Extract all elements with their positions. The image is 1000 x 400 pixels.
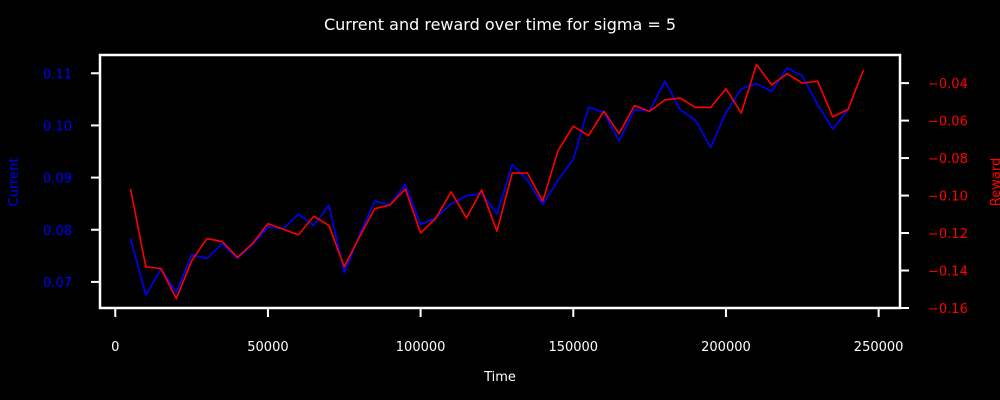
plot-frame — [98, 53, 902, 310]
y-left-tick-label: 0.09 — [43, 172, 72, 187]
x-tick-label: 50000 — [247, 340, 288, 355]
x-tick-label: 250000 — [854, 340, 904, 355]
x-axis: 0 50000 100000 150000 200000 250000 — [111, 308, 903, 355]
y-left-tick-label: 0.08 — [43, 224, 72, 239]
x-tick-label: 0 — [111, 340, 119, 355]
series-line-reward — [129, 63, 865, 300]
y-left-tick-label: 0.10 — [43, 119, 72, 134]
y-axis-right-label: Reward — [989, 158, 1000, 206]
y-right-tick-label: −0.06 — [928, 115, 968, 130]
y-axis-left: 0.07 0.08 0.09 0.10 0.11 — [43, 67, 100, 291]
x-tick-label: 200000 — [701, 340, 751, 355]
y-right-tick-label: −0.14 — [928, 265, 968, 280]
x-tick-label: 150000 — [548, 340, 598, 355]
x-tick-label: 100000 — [396, 340, 446, 355]
y-right-tick-label: −0.04 — [928, 77, 968, 92]
y-left-tick-label: 0.07 — [43, 276, 72, 291]
y-right-tick-label: −0.10 — [928, 190, 968, 205]
y-axis-left-label: Current — [7, 158, 22, 207]
y-right-tick-label: −0.16 — [928, 302, 968, 317]
y-right-tick-label: −0.08 — [928, 152, 968, 167]
chart-title: Current and reward over time for sigma =… — [324, 15, 676, 34]
y-axis-right: −0.16 −0.14 −0.12 −0.10 −0.08 −0.06 −0.04 — [900, 77, 968, 317]
y-right-tick-label: −0.12 — [928, 227, 968, 242]
y-left-tick-label: 0.11 — [43, 67, 72, 82]
plot-area — [129, 63, 865, 300]
x-axis-label: Time — [483, 370, 516, 385]
